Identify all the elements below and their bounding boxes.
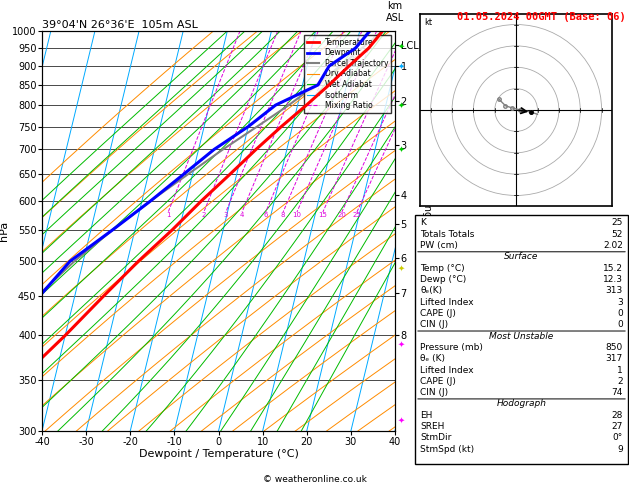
Text: 313: 313 — [606, 286, 623, 295]
Text: 20: 20 — [337, 212, 347, 218]
Text: 01.05.2024 00GMT (Base: 06): 01.05.2024 00GMT (Base: 06) — [457, 12, 626, 22]
Text: 2: 2 — [617, 377, 623, 386]
Text: EH: EH — [420, 411, 432, 420]
Text: 1: 1 — [166, 212, 170, 218]
Text: Lifted Index: Lifted Index — [420, 297, 474, 307]
Text: 52: 52 — [611, 230, 623, 239]
Text: 12.3: 12.3 — [603, 275, 623, 284]
Text: 0: 0 — [617, 320, 623, 329]
Y-axis label: Mixing Ratio (g/kg): Mixing Ratio (g/kg) — [422, 185, 432, 277]
Text: CIN (J): CIN (J) — [420, 388, 448, 397]
Text: 1: 1 — [617, 365, 623, 375]
Text: 2.02: 2.02 — [603, 241, 623, 250]
Text: PW (cm): PW (cm) — [420, 241, 458, 250]
Text: 9: 9 — [617, 445, 623, 454]
Text: SREH: SREH — [420, 422, 445, 431]
Text: 4: 4 — [240, 212, 244, 218]
Text: 8: 8 — [281, 212, 286, 218]
Text: 0: 0 — [617, 309, 623, 318]
Text: Temp (°C): Temp (°C) — [420, 264, 465, 273]
Text: CAPE (J): CAPE (J) — [420, 377, 456, 386]
Text: © weatheronline.co.uk: © weatheronline.co.uk — [262, 474, 367, 484]
Text: θₑ (K): θₑ (K) — [420, 354, 445, 363]
Text: ✦: ✦ — [398, 62, 405, 70]
Text: 25: 25 — [353, 212, 361, 218]
Text: 6: 6 — [264, 212, 268, 218]
Text: 3: 3 — [224, 212, 228, 218]
Text: 28: 28 — [611, 411, 623, 420]
Text: 15: 15 — [318, 212, 327, 218]
Text: ✦: ✦ — [398, 339, 405, 348]
Text: 0°: 0° — [613, 434, 623, 442]
Text: Hodograph: Hodograph — [496, 399, 547, 409]
Text: StmSpd (kt): StmSpd (kt) — [420, 445, 474, 454]
Text: 74: 74 — [611, 388, 623, 397]
Text: 3: 3 — [617, 297, 623, 307]
Y-axis label: hPa: hPa — [0, 221, 9, 241]
Legend: Temperature, Dewpoint, Parcel Trajectory, Dry Adiabat, Wet Adiabat, Isotherm, Mi: Temperature, Dewpoint, Parcel Trajectory… — [304, 35, 391, 113]
Text: 2: 2 — [202, 212, 206, 218]
Text: ✦: ✦ — [398, 101, 405, 110]
Text: Most Unstable: Most Unstable — [489, 331, 554, 341]
X-axis label: Dewpoint / Temperature (°C): Dewpoint / Temperature (°C) — [138, 450, 298, 459]
Text: kt: kt — [425, 18, 432, 27]
Text: 27: 27 — [611, 422, 623, 431]
Text: θₑ(K): θₑ(K) — [420, 286, 442, 295]
Text: K: K — [420, 218, 426, 227]
Text: 39°04'N 26°36'E  105m ASL: 39°04'N 26°36'E 105m ASL — [42, 20, 198, 30]
Text: CAPE (J): CAPE (J) — [420, 309, 456, 318]
Text: 25: 25 — [611, 218, 623, 227]
Text: Dewp (°C): Dewp (°C) — [420, 275, 466, 284]
Text: StmDir: StmDir — [420, 434, 452, 442]
Text: 15.2: 15.2 — [603, 264, 623, 273]
Text: ✦: ✦ — [398, 416, 405, 425]
Text: CIN (J): CIN (J) — [420, 320, 448, 329]
Text: 10: 10 — [292, 212, 301, 218]
Text: Totals Totals: Totals Totals — [420, 230, 474, 239]
Text: Surface: Surface — [504, 252, 538, 261]
Text: 850: 850 — [606, 343, 623, 352]
Text: ✦: ✦ — [398, 263, 405, 273]
Text: Lifted Index: Lifted Index — [420, 365, 474, 375]
Text: km
ASL: km ASL — [386, 1, 404, 23]
Text: 317: 317 — [606, 354, 623, 363]
Text: Pressure (mb): Pressure (mb) — [420, 343, 483, 352]
Text: ✦: ✦ — [398, 145, 405, 154]
Text: ✦: ✦ — [398, 42, 405, 51]
